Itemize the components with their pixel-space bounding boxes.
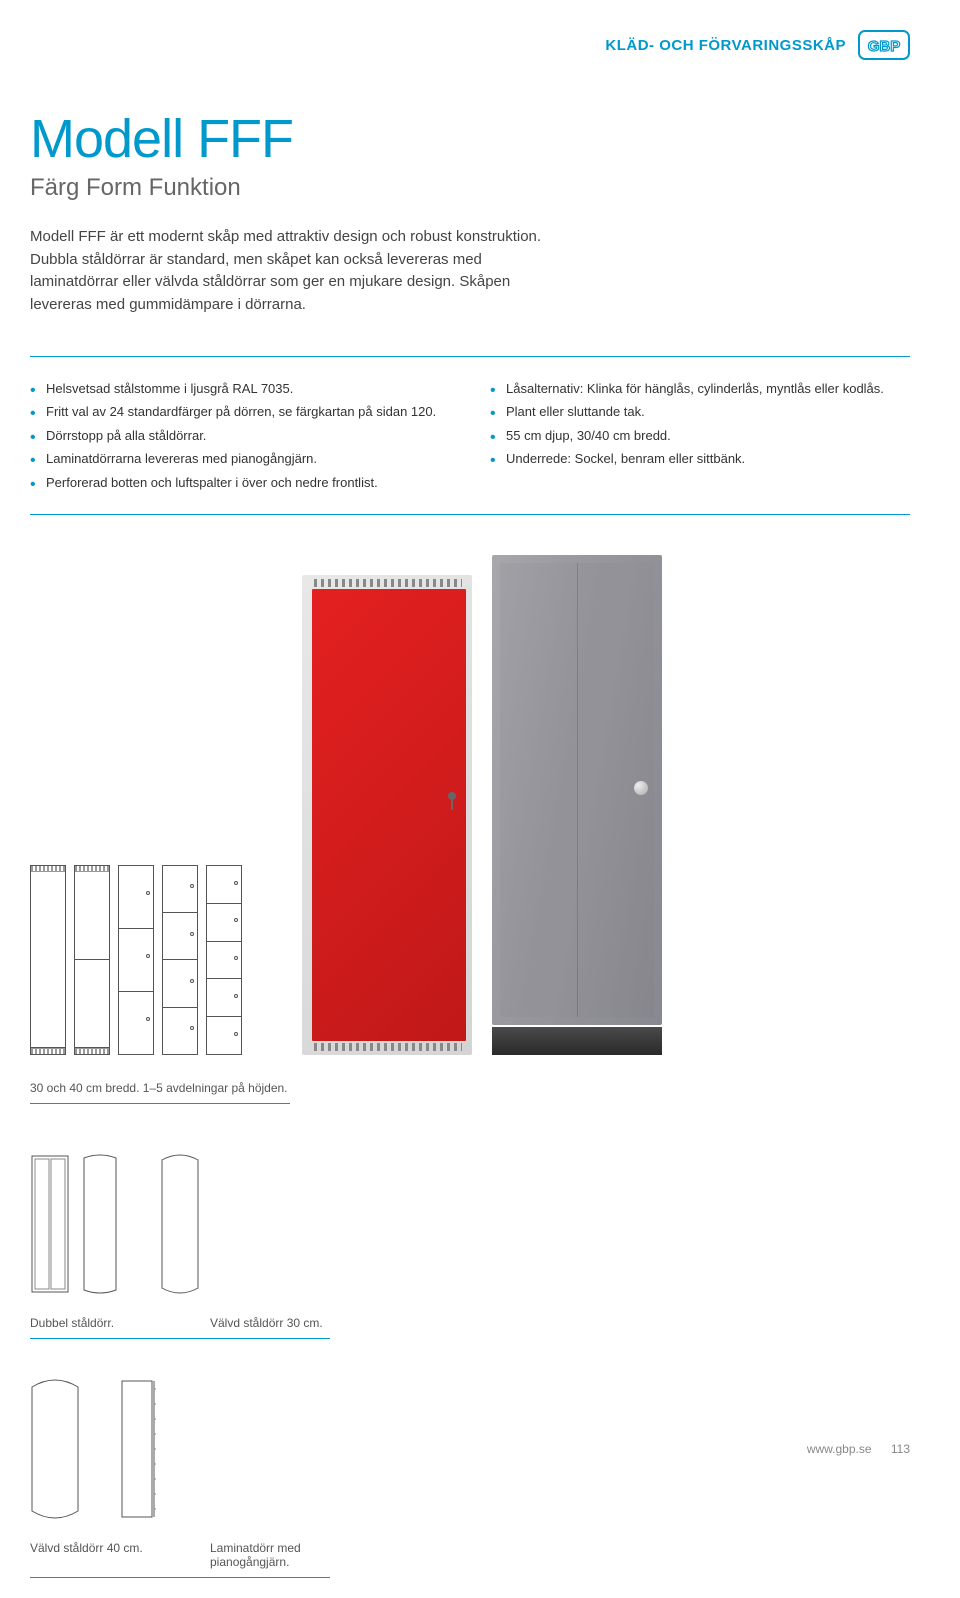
bullet-item: Fritt val av 24 standardfärger på dörren… <box>30 400 450 423</box>
locker-grey-photo <box>492 555 662 1055</box>
key-icon <box>448 792 456 800</box>
brand-logo: GBP <box>858 30 910 60</box>
bullet-item: Underrede: Sockel, benram eller sittbänk… <box>490 447 910 470</box>
knob-icon <box>634 781 648 795</box>
door-group-3 <box>30 1379 80 1519</box>
page-footer: www.gbp.se 113 <box>807 1442 910 1456</box>
door-caption-d: Laminatdörr med pianogångjärn. <box>210 1533 330 1577</box>
bullet-item: Låsalternativ: Klinka för hänglås, cylin… <box>490 377 910 400</box>
feature-bullets: Helsvetsad stålstomme i ljusgrå RAL 7035… <box>30 357 910 514</box>
door-variants-section: Dubbel ståldörr. Välvd ståldörr 30 cm. <box>30 1154 910 1578</box>
bullet-item: Plant eller sluttande tak. <box>490 400 910 423</box>
bullet-item: 55 cm djup, 30/40 cm bredd. <box>490 424 910 447</box>
diagram-5-section <box>206 865 242 1055</box>
divider <box>30 1103 290 1104</box>
divider <box>30 1577 330 1578</box>
product-illustrations <box>30 555 910 1055</box>
locker-photos <box>302 555 662 1055</box>
diagram-caption-row: 30 och 40 cm bredd. 1–5 avdelningar på h… <box>30 1073 910 1104</box>
bullets-left: Helsvetsad stålstomme i ljusgrå RAL 7035… <box>30 377 450 494</box>
door-outline-curved-slim <box>80 1154 120 1294</box>
intro-paragraph: Modell FFF är ett modernt skåp med attra… <box>30 226 570 316</box>
door-outline-curved-40 <box>30 1379 80 1519</box>
bullet-item: Helsvetsad stålstomme i ljusgrå RAL 7035… <box>30 377 450 400</box>
door-group-4 <box>120 1379 160 1519</box>
page-number: 113 <box>891 1442 910 1456</box>
diagram-1-section <box>30 865 66 1055</box>
category-label: KLÄD- OCH FÖRVARINGSSKÅP <box>605 37 846 54</box>
diagram-4-section <box>162 865 198 1055</box>
bullet-item: Dörrstopp på alla ståldörrar. <box>30 424 450 447</box>
door-caption-b: Välvd ståldörr 30 cm. <box>210 1308 330 1338</box>
divider <box>30 1338 330 1339</box>
door-caption-c: Välvd ståldörr 40 cm. <box>30 1533 150 1577</box>
page-title: Modell FFF <box>30 108 910 170</box>
page-header: KLÄD- OCH FÖRVARINGSSKÅP GBP <box>30 30 910 60</box>
door-caption-a: Dubbel ståldörr. <box>30 1308 150 1338</box>
divider <box>30 514 910 515</box>
variant-diagrams <box>30 555 242 1055</box>
page-subtitle: Färg Form Funktion <box>30 174 910 202</box>
bullet-item: Laminatdörrarna levereras med pianogångj… <box>30 447 450 470</box>
brand-logo-text: GBP <box>868 38 901 55</box>
door-group-2 <box>160 1154 200 1294</box>
diagram-2-section <box>74 865 110 1055</box>
locker-red-photo <box>302 575 472 1055</box>
door-group-1 <box>30 1154 120 1294</box>
door-outline-double <box>30 1154 70 1294</box>
diagram-3-section <box>118 865 154 1055</box>
footer-url: www.gbp.se <box>807 1442 872 1456</box>
diagram-caption: 30 och 40 cm bredd. 1–5 avdelningar på h… <box>30 1073 910 1103</box>
bullets-right: Låsalternativ: Klinka för hänglås, cylin… <box>490 377 910 494</box>
bullet-item: Perforerad botten och luftspalter i över… <box>30 471 450 494</box>
door-outline-curved-30 <box>160 1154 200 1294</box>
door-outline-laminate <box>120 1379 160 1519</box>
